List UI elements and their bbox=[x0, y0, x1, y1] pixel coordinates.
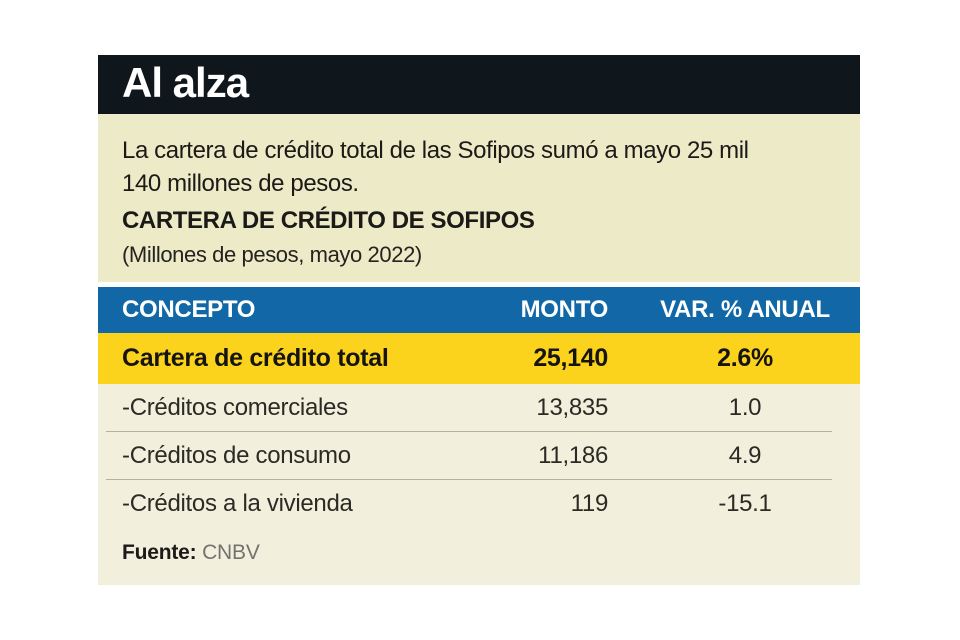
table-body: -Créditos comerciales 13,835 1.0 -Crédit… bbox=[98, 384, 860, 585]
header-monto: MONTO bbox=[520, 296, 609, 323]
row-monto: 13,835 bbox=[536, 393, 608, 421]
chart-subtitle: (Millones de pesos, mayo 2022) bbox=[122, 242, 422, 267]
chart-title: CARTERA DE CRÉDITO DE SOFIPOS bbox=[122, 207, 535, 234]
row-concepto: -Créditos de consumo bbox=[122, 441, 351, 469]
row-concepto: -Créditos comerciales bbox=[122, 393, 348, 421]
table-row-total: Cartera de crédito total 25,140 2.6% bbox=[98, 333, 860, 384]
total-monto: 25,140 bbox=[533, 344, 608, 372]
table-header-row: CONCEPTO MONTO VAR. % ANUAL bbox=[98, 287, 860, 333]
table-row-consumo: -Créditos de consumo 11,186 4.9 bbox=[98, 432, 860, 479]
source-label: Fuente: bbox=[122, 541, 197, 564]
header-concepto: CONCEPTO bbox=[122, 296, 256, 323]
header-var-anual: VAR. % ANUAL bbox=[660, 296, 830, 323]
row-monto: 119 bbox=[570, 489, 609, 517]
row-separator bbox=[106, 431, 832, 432]
row-var: 1.0 bbox=[728, 393, 762, 421]
intro-text-line2: 140 millones de pesos. bbox=[122, 170, 359, 197]
table-row-comerciales: -Créditos comerciales 13,835 1.0 bbox=[98, 384, 860, 431]
row-separator bbox=[106, 479, 832, 480]
row-var: 4.9 bbox=[728, 441, 762, 469]
intro-block: La cartera de crédito total de las Sofip… bbox=[98, 114, 860, 282]
headline: Al alza bbox=[122, 58, 249, 106]
divider-gap bbox=[98, 282, 860, 287]
row-monto: 11,186 bbox=[538, 441, 608, 469]
infographic-panel: Al alza La cartera de crédito total de l… bbox=[98, 55, 860, 585]
title-bar: Al alza bbox=[98, 55, 860, 114]
total-concepto: Cartera de crédito total bbox=[122, 344, 389, 372]
row-var: -15.1 bbox=[718, 489, 772, 517]
source-value: CNBV bbox=[202, 541, 260, 564]
row-concepto: -Créditos a la vivienda bbox=[122, 489, 353, 517]
table-row-vivienda: -Créditos a la vivienda 119 -15.1 bbox=[98, 480, 860, 527]
total-var: 2.6% bbox=[717, 344, 773, 372]
source-line: Fuente: CNBV bbox=[98, 527, 860, 565]
intro-text-line1: La cartera de crédito total de las Sofip… bbox=[122, 137, 749, 164]
